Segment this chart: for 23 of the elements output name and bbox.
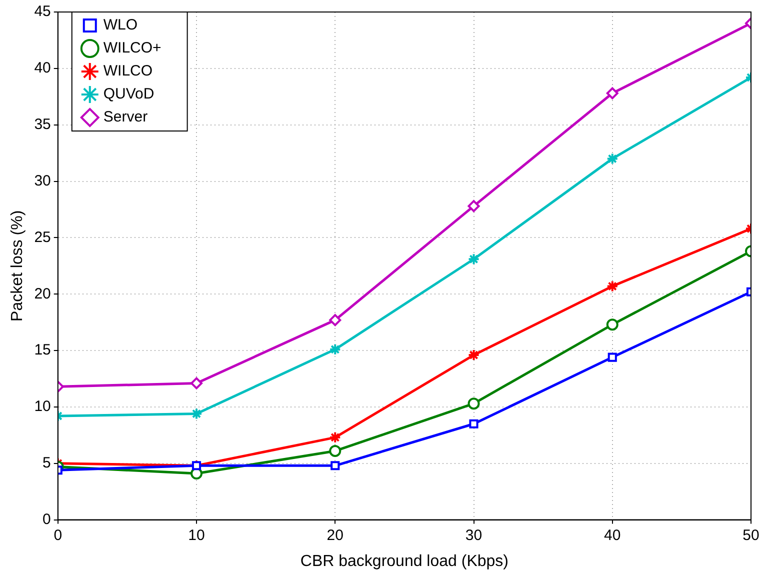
x-tick-label: 30 [465,526,482,544]
y-tick-label: 40 [34,60,51,77]
y-tick-label: 25 [34,228,51,246]
x-tick-label: 50 [742,526,760,544]
x-tick-label: 0 [54,526,62,544]
legend-label: WILCO [103,62,153,80]
y-tick-label: 0 [42,510,51,528]
x-tick-label: 10 [188,526,205,544]
y-axis-title: Packet loss (%) [9,210,26,322]
y-tick-label: 45 [34,3,51,20]
y-tick-label: 30 [34,172,51,190]
y-tick-label: 35 [34,116,51,133]
y-tick-label: 5 [42,454,51,472]
x-tick-label: 20 [326,526,344,544]
y-tick-label: 10 [34,398,51,416]
legend-label: WLO [103,16,138,34]
legend-label: WILCO+ [103,40,162,57]
legend-label: Server [103,108,148,126]
y-tick-label: 15 [34,342,51,359]
y-tick-label: 20 [34,285,51,302]
x-axis-title: CBR background load (Kbps) [300,552,508,570]
legend-label: QUVoD [103,86,154,103]
x-tick-label: 40 [604,526,621,544]
